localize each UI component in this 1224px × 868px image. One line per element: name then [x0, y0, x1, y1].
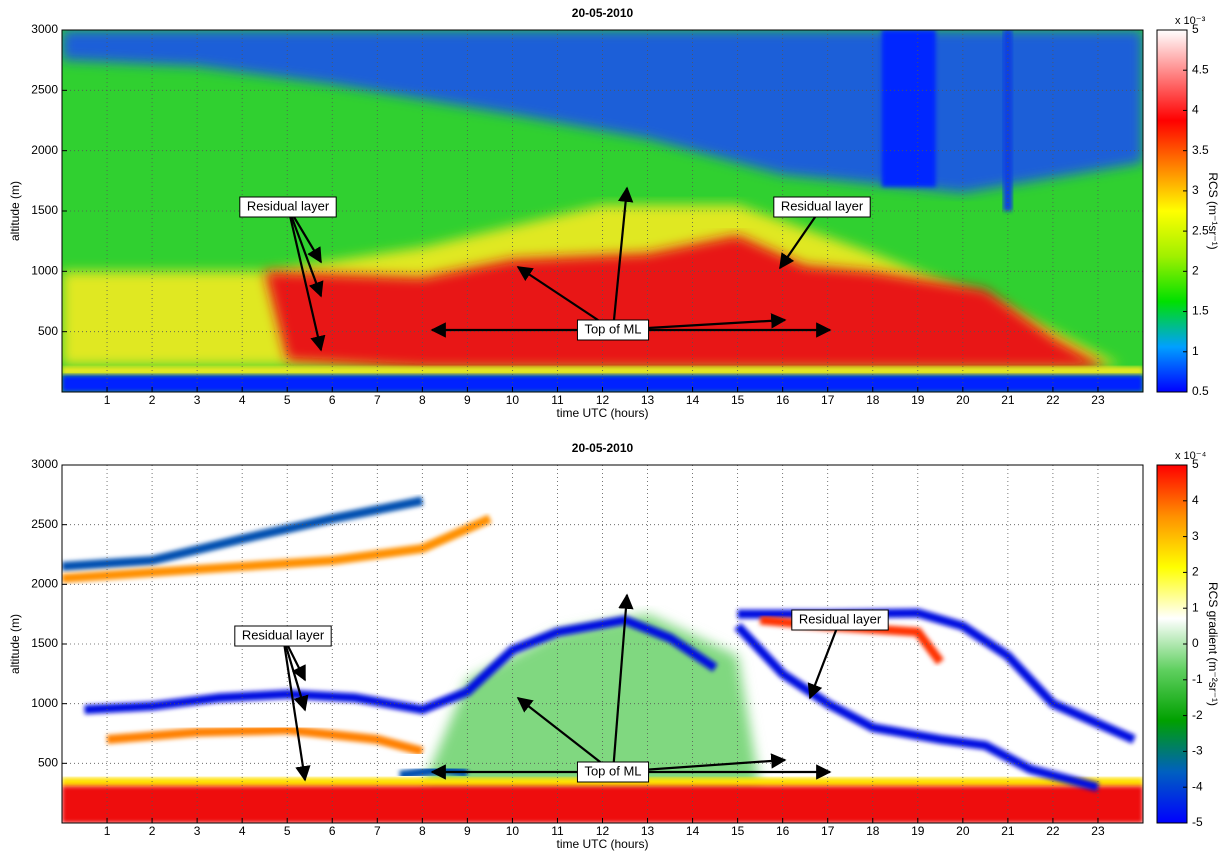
colorbar-tick-label: 4 [1192, 103, 1199, 117]
x-tick-label: 7 [374, 393, 381, 407]
x-tick-label: 6 [329, 824, 336, 838]
colorbar-scale: x 10⁻⁴ [1175, 450, 1207, 462]
x-tick-label: 19 [911, 824, 925, 838]
x-tick-label: 5 [284, 824, 291, 838]
field-region [1003, 30, 1012, 211]
x-tick-label: 11 [551, 393, 564, 407]
y-axis-label: altitude (m) [8, 181, 22, 241]
colorbar-tick-label: 4.5 [1192, 62, 1209, 76]
x-tick-label: 17 [821, 824, 835, 838]
y-tick-label: 2500 [31, 83, 58, 97]
annotation: Residual layer [799, 611, 882, 626]
x-axis-label: time UTC (hours) [556, 837, 648, 851]
colorbar-tick-label: 2 [1192, 264, 1199, 278]
chart-title: 20-05-2010 [572, 6, 634, 20]
chart-title: 20-05-2010 [572, 441, 634, 455]
colorbar-tick-label: 4 [1192, 493, 1199, 507]
colorbar-tick-label: 2 [1192, 565, 1199, 579]
x-tick-label: 12 [596, 393, 610, 407]
colorbar-tick-label: 3 [1192, 183, 1199, 197]
annotation: Residual layer [247, 198, 330, 213]
x-tick-label: 14 [686, 824, 700, 838]
x-tick-label: 15 [731, 393, 745, 407]
colorbar-tick-label: 3 [1192, 529, 1199, 543]
x-tick-label: 14 [686, 393, 700, 407]
y-tick-label: 3000 [31, 457, 58, 471]
x-tick-label: 21 [1001, 393, 1015, 407]
y-tick-label: 2500 [31, 517, 58, 531]
x-tick-label: 9 [464, 393, 471, 407]
y-tick-label: 3000 [31, 22, 58, 36]
x-tick-label: 5 [284, 393, 291, 407]
x-tick-label: 4 [239, 824, 246, 838]
x-tick-label: 10 [506, 393, 520, 407]
colorbar-tick-label: 1.5 [1192, 304, 1209, 318]
x-tick-label: 17 [821, 393, 835, 407]
colorbar-tick-label: 3.5 [1192, 143, 1209, 157]
y-tick-label: 1500 [31, 203, 58, 217]
x-tick-label: 13 [641, 393, 655, 407]
annotation: Residual layer [242, 627, 325, 642]
y-tick-label: 1000 [31, 696, 58, 710]
colorbar-label: RCS (m⁻¹sr⁻¹) [1206, 172, 1220, 249]
annotation: Top of ML [584, 763, 641, 778]
y-tick-label: 500 [38, 756, 58, 770]
x-tick-label: 21 [1001, 824, 1015, 838]
x-tick-label: 8 [419, 824, 426, 838]
x-tick-label: 11 [551, 824, 564, 838]
x-tick-label: 22 [1046, 393, 1060, 407]
x-tick-label: 4 [239, 393, 246, 407]
colorbar-tick-label: 1 [1192, 600, 1199, 614]
colorbar [1157, 465, 1187, 823]
colorbar-tick-label: -3 [1192, 744, 1203, 758]
x-tick-label: 7 [374, 824, 381, 838]
colorbar-tick-label: -5 [1192, 815, 1203, 829]
x-tick-label: 22 [1046, 824, 1060, 838]
y-axis-label: altitude (m) [8, 614, 22, 674]
colorbar-tick-label: -4 [1192, 779, 1203, 793]
figure: 20-05-2010time UTC (hours)altitude (m)12… [0, 0, 1224, 863]
x-tick-label: 13 [641, 824, 655, 838]
x-tick-label: 9 [464, 824, 471, 838]
annotation: Residual layer [781, 198, 864, 213]
colorbar-tick-label: 1 [1192, 344, 1199, 358]
x-tick-label: 6 [329, 393, 336, 407]
colorbar-tick-label: 0.5 [1192, 384, 1209, 398]
field-region [882, 30, 936, 187]
y-tick-label: 500 [38, 324, 58, 338]
x-tick-label: 3 [194, 393, 201, 407]
x-tick-label: 3 [194, 824, 201, 838]
x-axis-label: time UTC (hours) [556, 406, 648, 420]
x-tick-label: 20 [956, 824, 970, 838]
colorbar-tick-label: -1 [1192, 672, 1203, 686]
x-tick-label: 23 [1091, 393, 1105, 407]
x-tick-label: 12 [596, 824, 610, 838]
x-tick-label: 2 [149, 393, 156, 407]
x-tick-label: 2 [149, 824, 156, 838]
colorbar-label: RCS gradient (m⁻²sr⁻¹) [1206, 582, 1220, 706]
colorbar-tick-label: 0 [1192, 636, 1199, 650]
colorbar [1157, 30, 1187, 392]
y-tick-label: 1500 [31, 636, 58, 650]
x-tick-label: 10 [506, 824, 520, 838]
x-tick-label: 8 [419, 393, 426, 407]
y-tick-label: 1000 [31, 264, 58, 278]
x-tick-label: 1 [104, 393, 111, 407]
x-tick-label: 1 [104, 824, 111, 838]
x-tick-label: 19 [911, 393, 925, 407]
y-tick-label: 2000 [31, 143, 58, 157]
x-tick-label: 20 [956, 393, 970, 407]
x-tick-label: 18 [866, 824, 880, 838]
x-tick-label: 16 [776, 393, 790, 407]
colorbar-scale: x 10⁻³ [1175, 15, 1206, 27]
x-tick-label: 16 [776, 824, 790, 838]
x-tick-label: 23 [1091, 824, 1105, 838]
colorbar-tick-label: -2 [1192, 708, 1203, 722]
y-tick-label: 2000 [31, 577, 58, 591]
x-tick-label: 15 [731, 824, 745, 838]
annotation: Top of ML [584, 321, 641, 336]
x-tick-label: 18 [866, 393, 880, 407]
